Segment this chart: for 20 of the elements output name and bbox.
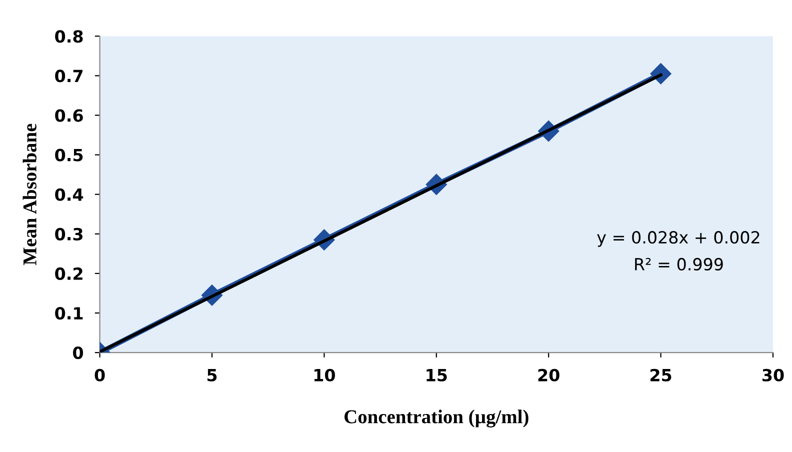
annotation: y = 0.028x + 0.002: [597, 231, 760, 247]
y-tick-label: 0.2: [55, 267, 82, 280]
y-tick-label: 0.8: [55, 30, 83, 43]
x-tick-label: 25: [650, 368, 672, 382]
annotation: R² = 0.999: [635, 258, 723, 271]
x-tick-label: 20: [538, 368, 560, 382]
y-tick-label: 0.5: [55, 148, 83, 162]
y-tick-label: 0.7: [55, 70, 82, 82]
x-axis-title: Concentration (µg/ml): [344, 410, 528, 428]
y-tick-label: 0: [73, 346, 84, 360]
y-tick-label: 0.1: [55, 306, 83, 320]
x-tick-label: 15: [426, 369, 447, 382]
y-tick-label: 0.6: [55, 109, 83, 122]
x-tick-label: 5: [207, 369, 217, 382]
x-tick-label: 10: [314, 368, 335, 382]
y-axis-title: Mean Absorbane: [22, 124, 36, 266]
y-tick-label: 0.4: [55, 188, 84, 201]
x-tick-label: 30: [762, 368, 784, 382]
y-tick-label: 0.3: [55, 228, 82, 240]
x-tick-label: 0: [94, 368, 105, 382]
